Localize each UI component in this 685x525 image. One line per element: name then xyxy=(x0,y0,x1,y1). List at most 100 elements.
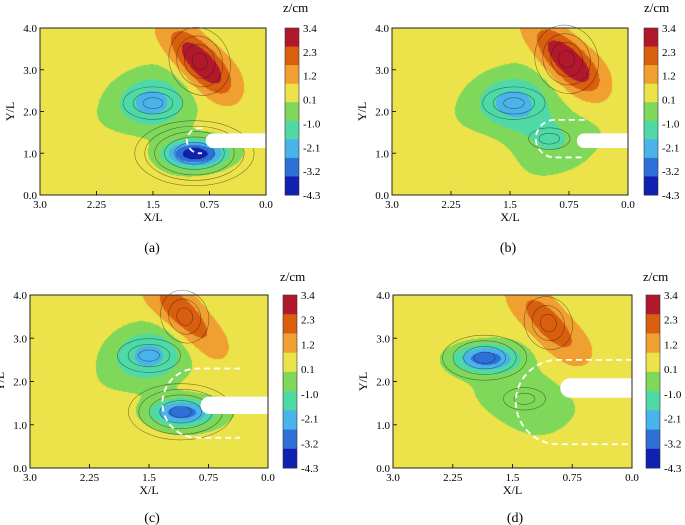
boundary-dashed-line xyxy=(535,118,585,159)
colorbar-swatch xyxy=(285,139,299,159)
colorbar-tick-label: 1.2 xyxy=(664,339,678,351)
colorbar-tick-label: 3.4 xyxy=(303,23,317,35)
x-tick-label: 0.75 xyxy=(559,199,579,211)
contour-field xyxy=(40,28,266,195)
y-tick-label: 3.0 xyxy=(375,65,389,77)
x-tick-label: 2.25 xyxy=(87,199,107,211)
x-tick-label: 3.0 xyxy=(23,472,37,484)
colorbar-swatch xyxy=(646,352,660,373)
panel-caption: (d) xyxy=(507,511,524,525)
colorbar-tick-label: -1.0 xyxy=(301,389,319,401)
colorbar-tick-label: 2.3 xyxy=(664,315,678,327)
y-tick-label: 0.0 xyxy=(13,463,27,475)
panel-caption: (c) xyxy=(144,511,160,525)
colorbar-swatch xyxy=(646,391,660,411)
colorbar-swatch xyxy=(283,391,297,411)
colorbar-swatch xyxy=(285,46,299,66)
colorbar-tick-label: -4.3 xyxy=(301,463,319,475)
x-axis-label: X/L xyxy=(139,483,158,497)
colorbar-tick-label: -1.0 xyxy=(662,118,680,130)
contour-line xyxy=(503,387,546,411)
x-tick-label: 0.75 xyxy=(199,472,219,484)
colorbar-swatch xyxy=(646,371,660,392)
colorbar-tick-label: 1.2 xyxy=(301,339,315,351)
y-axis-label: Y/L xyxy=(356,372,370,391)
colorbar-frame xyxy=(645,294,661,469)
contour-line xyxy=(142,97,164,109)
colorbar-swatch xyxy=(646,333,660,354)
contour-line xyxy=(492,91,536,115)
y-axis-label: Y/L xyxy=(355,102,369,121)
contour-line xyxy=(538,132,561,145)
colorbar-tick-label: 1.2 xyxy=(662,71,676,83)
colorbar-swatch xyxy=(283,352,297,373)
colorbar-swatch xyxy=(644,157,658,177)
colorbar-title: z/cm xyxy=(643,269,668,284)
y-tick-label: 4.0 xyxy=(23,23,37,35)
x-axis-label: X/L xyxy=(500,210,519,224)
colorbar-swatch xyxy=(285,157,299,177)
contour-line xyxy=(550,41,583,77)
colorbar-swatch xyxy=(285,102,299,122)
colorbar-tick-label: -3.2 xyxy=(303,166,320,178)
colorbar-tick-label: 0.1 xyxy=(664,364,678,376)
y-tick-label: 0.0 xyxy=(376,463,390,475)
colorbar-tick-label: 1.2 xyxy=(303,71,317,83)
colorbar-frame xyxy=(282,294,298,469)
contour-line xyxy=(160,289,210,344)
structure-shape xyxy=(205,133,266,149)
panel-d: 3.0 2.25 1.5 0.75 0.0 0.0 1.0 2.0 3.0 4.0 X/L Y/L (d… xyxy=(356,269,682,525)
x-tick-label: 1.5 xyxy=(503,199,517,211)
contour-line xyxy=(117,338,181,373)
x-tick-label: 3.0 xyxy=(33,199,47,211)
colorbar-frame xyxy=(284,27,300,196)
x-axis-label: X/L xyxy=(503,483,522,497)
colorbar-swatch xyxy=(644,28,658,48)
structure-shape xyxy=(560,378,632,398)
colorbar-swatch xyxy=(283,410,297,431)
structure-shape xyxy=(200,396,268,414)
y-axis-label: Y/L xyxy=(3,102,17,121)
x-tick-label: 1.5 xyxy=(146,199,160,211)
colorbar-tick-label: 3.4 xyxy=(662,23,676,35)
contour-line xyxy=(542,33,591,86)
colorbar-swatch xyxy=(646,448,660,469)
contour-line xyxy=(154,131,235,176)
colorbar-tick-label: -1.0 xyxy=(303,118,321,130)
x-tick-label: 0.0 xyxy=(621,199,635,211)
contour-line xyxy=(531,305,565,342)
contour-line xyxy=(184,44,216,79)
y-tick-label: 3.0 xyxy=(23,65,37,77)
colorbar-tick-label: -4.3 xyxy=(664,463,682,475)
colorbar-frame xyxy=(643,27,659,196)
colorbar-swatch xyxy=(283,333,297,354)
panel-c: 3.0 2.25 1.5 0.75 0.0 0.0 1.0 2.0 3.0 4.0 X/L Y/L (c… xyxy=(0,269,319,525)
y-tick-label: 4.0 xyxy=(375,23,389,35)
colorbar-tick-label: -2.1 xyxy=(664,414,681,426)
contour-line xyxy=(127,344,171,368)
colorbar-swatch xyxy=(646,410,660,431)
colorbar-title: z/cm xyxy=(644,0,669,15)
y-tick-label: 2.0 xyxy=(376,377,390,389)
colorbar-tick-label: -1.0 xyxy=(664,389,682,401)
colorbar-swatch xyxy=(285,65,299,85)
boundary-dashed-line xyxy=(515,358,632,446)
colorbar-tick-label: -4.3 xyxy=(662,190,680,202)
contour-line xyxy=(176,307,194,326)
colorbar-swatch xyxy=(646,314,660,334)
y-tick-label: 4.0 xyxy=(13,290,27,302)
contour-line xyxy=(132,91,174,115)
colorbar-tick-label: -4.3 xyxy=(303,190,321,202)
y-tick-label: 3.0 xyxy=(13,333,27,345)
x-tick-label: 0.0 xyxy=(261,472,275,484)
colorbar-title: z/cm xyxy=(280,269,305,284)
contour-line xyxy=(168,27,231,96)
colorbar-tick-label: -3.2 xyxy=(662,166,679,178)
colorbar-tick-label: 0.1 xyxy=(303,95,317,107)
contour-line xyxy=(528,127,571,150)
x-tick-label: 1.5 xyxy=(506,472,520,484)
x-tick-label: 3.0 xyxy=(386,472,400,484)
colorbar-swatch xyxy=(644,46,658,66)
x-tick-label: 3.0 xyxy=(385,199,399,211)
contour-line xyxy=(473,351,496,364)
